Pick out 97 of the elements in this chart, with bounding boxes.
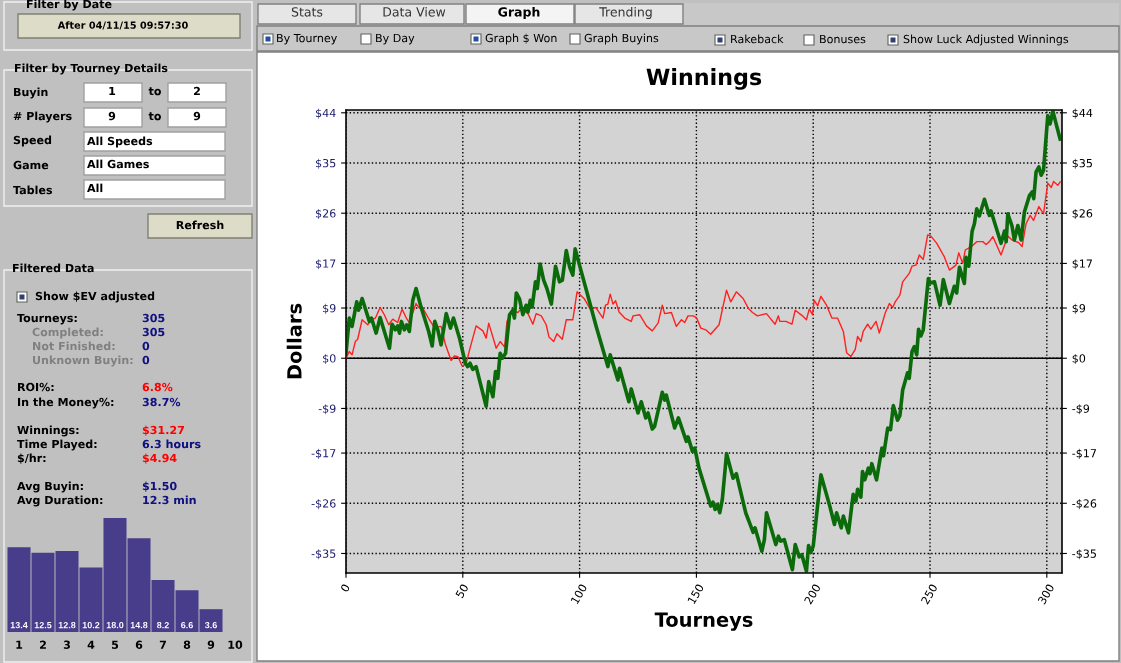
y2-tick-label: $9 [1072, 303, 1086, 314]
x-tick-label: 3 [63, 640, 70, 649]
data-label: 13.4 [10, 621, 28, 629]
y-tick-label: $26 [315, 208, 336, 220]
text: By Day [376, 33, 415, 45]
data-label: 12.5 [34, 621, 52, 629]
data-label: 6.6 [181, 621, 193, 629]
y-tick-label: $9 [323, 303, 336, 314]
y-tick-label: $17 [315, 259, 336, 270]
text: Filter by Date [27, 0, 112, 11]
text: Show Luck Adjusted Winnings [903, 34, 1069, 46]
text: 1 [109, 86, 116, 96]
text: Graph Buyins [584, 33, 659, 45]
y-tick-label: -$9 [318, 404, 336, 415]
data-label: 14.8 [130, 621, 148, 629]
text: Show $EV adjusted [35, 291, 155, 303]
text: Completed: [32, 327, 103, 339]
text: $1.50 [142, 481, 177, 492]
text: By Tourney [277, 33, 337, 45]
text: All Speeds [87, 136, 153, 148]
y-tick-label: $0 [323, 354, 336, 365]
x-tick-label: 2 [40, 640, 46, 649]
y2-tick-label: $44 [1072, 108, 1093, 119]
x-tick-label: 5 [111, 640, 119, 649]
text: Stats [291, 7, 323, 17]
y2-tick-label: -$17 [1072, 448, 1096, 459]
text: All Games [87, 159, 149, 169]
y2-tick-label: -$9 [1072, 404, 1090, 415]
text: Trending [599, 6, 652, 20]
text: Not Finished: [33, 341, 115, 351]
y2-tick-label: -$26 [1072, 499, 1097, 510]
x-tick-label: 10 [228, 640, 243, 649]
text: ROI%: [18, 382, 54, 392]
text: Rakeback [731, 34, 784, 44]
text: Speed [13, 135, 52, 147]
x-tick-label: 7 [159, 640, 166, 649]
text: Avg Buyin: [17, 481, 83, 493]
text: 9 [193, 111, 201, 121]
y-tick-label: -$26 [311, 499, 336, 510]
y2-tick-label: $35 [1072, 158, 1092, 169]
text: to [148, 87, 161, 96]
text: to [148, 112, 161, 121]
text: Avg Duration: [17, 495, 103, 507]
data-label: 10.2 [82, 621, 100, 629]
text: Tourneys: [17, 313, 77, 325]
x-tick-label: 8 [183, 640, 191, 649]
text: Filter by Tourney Details [15, 63, 168, 75]
text: Refresh [176, 220, 224, 230]
text: Bonuses [820, 34, 866, 44]
text: 305 [142, 313, 165, 323]
text: 305 [142, 327, 165, 337]
y2-tick-label: $17 [1072, 259, 1092, 270]
text: Data View [383, 6, 446, 17]
text: $4.94 [142, 453, 177, 464]
x-axis-title: Tourneys [654, 612, 753, 631]
text: In the Money%: [18, 397, 114, 409]
text: Game [13, 160, 49, 170]
text: 9 [108, 111, 116, 121]
data-label: 18.0 [106, 621, 124, 629]
text: Graph [498, 6, 540, 20]
text: Unknown Buyin: [33, 355, 133, 367]
text: After 04/11/15 09:57:30 [57, 21, 188, 30]
text: 12.3 min [143, 495, 196, 505]
y2-tick-label: $26 [1072, 208, 1093, 220]
y-tick-label: $35 [315, 158, 336, 169]
text: Filtered Data [13, 263, 94, 273]
x-tick-label: 50 [455, 583, 469, 599]
text: 6.8% [142, 382, 173, 392]
text: $/hr: [17, 453, 46, 464]
text: Graph $ Won [485, 33, 557, 45]
y-tick-label: -$35 [311, 549, 336, 560]
text: # Players [13, 111, 72, 123]
text: 38.7% [142, 397, 181, 407]
text: 2 [194, 86, 200, 96]
text: $31.27 [142, 425, 184, 436]
y2-tick-label: $0 [1072, 354, 1086, 365]
data-label: 3.6 [204, 621, 217, 629]
x-tick-label: 6 [135, 640, 143, 649]
text: All [87, 183, 103, 193]
y2-tick-label: -$35 [1072, 549, 1096, 560]
text: 6.3 hours [142, 439, 201, 449]
text: Tables [13, 185, 53, 195]
y-tick-label: $44 [315, 108, 336, 119]
y-tick-label: -$17 [311, 448, 336, 459]
text: 0 [142, 341, 150, 351]
x-tick-label: 0 [340, 583, 351, 593]
text: Winnings: [17, 425, 79, 437]
text: Time Played: [17, 439, 97, 451]
y-axis-title: Dollars [286, 303, 302, 379]
text: 0 [142, 355, 150, 365]
x-tick-label: 1 [16, 640, 23, 649]
x-tick-label: 4 [87, 640, 95, 649]
data-label: 8.2 [157, 621, 169, 629]
text: Buyin [14, 87, 48, 99]
x-tick-label: 9 [207, 640, 215, 649]
chart-title: Winnings [646, 68, 762, 90]
data-label: 12.8 [58, 621, 76, 629]
